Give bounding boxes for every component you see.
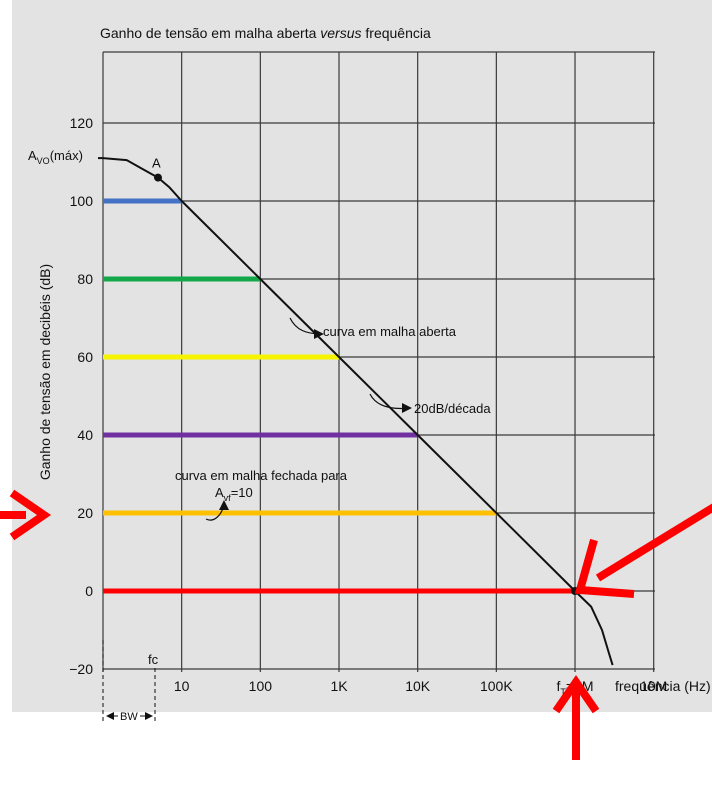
y-tick-label: 120 [70,115,94,131]
red-arrow-right-diagonal [574,503,712,598]
y-tick-label: 20 [77,505,93,521]
closed-loop-label-line2: Avf=10 [215,485,253,503]
open-loop-leader [289,317,324,339]
gain-lines [103,198,576,594]
x-tick-label: 10M [640,678,667,694]
point-label: A [152,156,161,171]
red-arrow-left [0,489,52,541]
bw-label: BW [120,711,138,723]
bw-bracket [102,640,156,724]
x-tick-label: 10K [405,678,431,694]
avo-max-label: AVO(máx) [28,148,83,166]
x-tick-label: 1K [330,678,348,694]
closed-loop-leader [205,500,229,521]
y-tick-labels: 120 100 80 60 40 20 0 −20 [69,115,93,677]
closed-loop-label-line1: curva em malha fechada para [175,468,348,483]
chart-title: Ganho de tensão em malha aberta versus f… [100,25,431,41]
x-tick-label: 100K [480,678,513,694]
slope-leader [369,393,412,413]
x-tick-label: 100 [249,678,273,694]
chart-title-rest: frequência [362,25,431,41]
open-loop-curve [98,157,614,666]
x-axis-label: frequência (Hz) [615,678,711,694]
y-tick-label: 60 [77,349,93,365]
y-tick-label: 100 [70,193,94,209]
slope-label: 20dB/década [414,401,491,416]
red-arrow-up [552,674,600,760]
y-axis-label: Ganho de tensão em decibéis (dB) [37,264,53,480]
open-loop-label: curva em malha aberta [323,324,457,339]
y-tick-label: 80 [77,271,93,287]
fc-label: fc [148,652,159,667]
y-tick-label: 0 [85,583,93,599]
chart-title-italic: versus [320,25,361,41]
point-marker [153,173,162,182]
x-tick-label: 10 [174,678,190,694]
y-tick-label: −20 [69,661,93,677]
series-line [102,157,614,666]
chart-title-text: Ganho de tensão em malha aberta [100,25,320,41]
y-tick-label: 40 [77,427,93,443]
